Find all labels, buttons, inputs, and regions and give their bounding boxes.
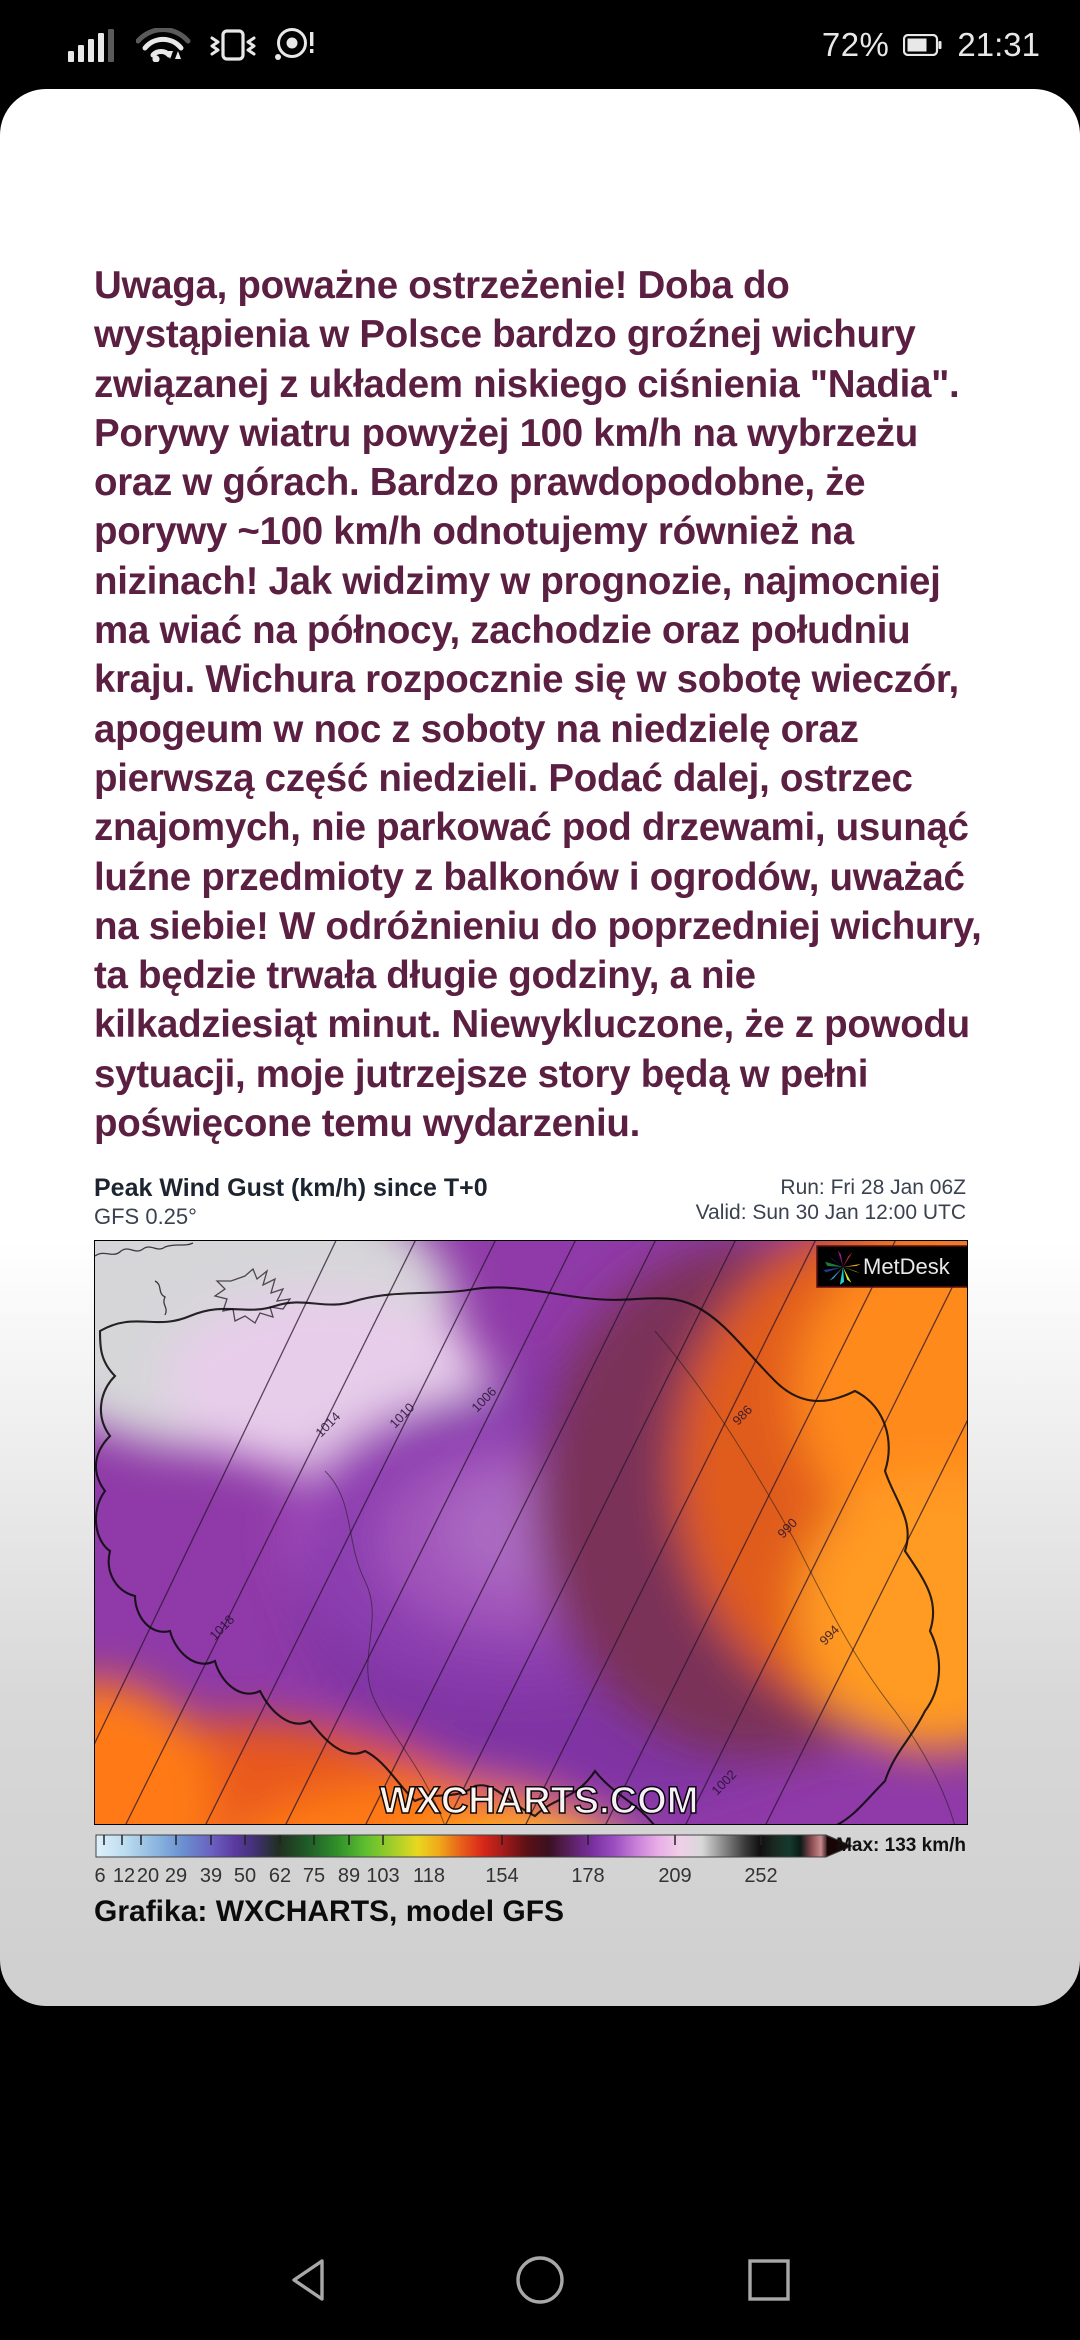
svg-text:WXCHARTS.COM: WXCHARTS.COM [380,1780,699,1822]
svg-text:Max: 133 km/h: Max: 133 km/h [836,1835,966,1856]
svg-text:MetDesk: MetDesk [863,1254,951,1279]
